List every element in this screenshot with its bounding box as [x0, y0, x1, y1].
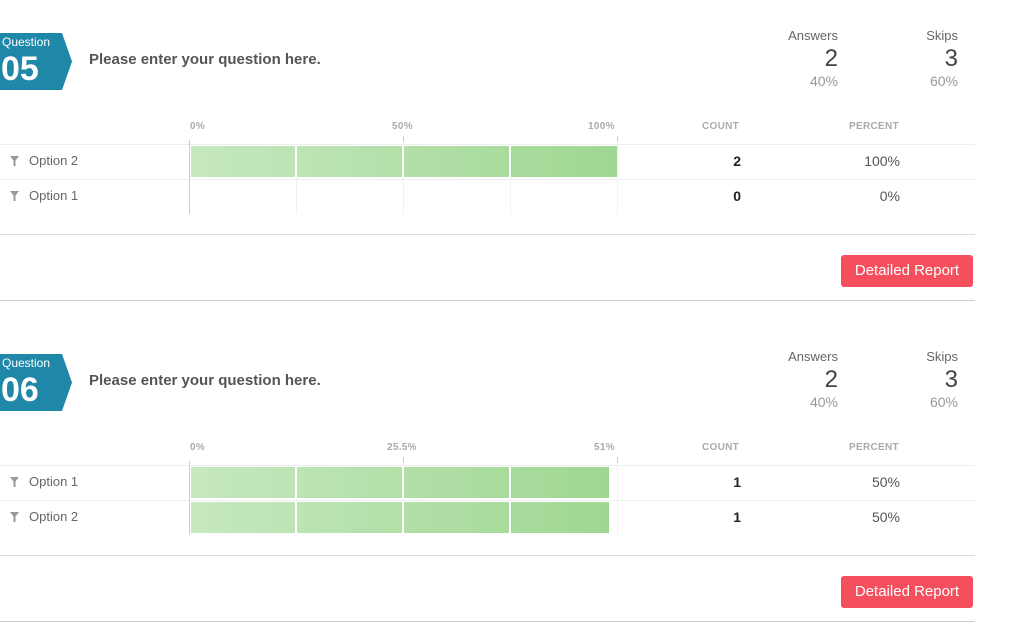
axis-tick — [403, 457, 404, 463]
filter-icon[interactable] — [10, 190, 19, 201]
option-count: 1 — [733, 509, 741, 525]
grid-line — [617, 144, 618, 214]
detailed-report-button[interactable]: Detailed Report — [841, 576, 973, 608]
question-card-05: Question 05 Please enter your question h… — [0, 0, 975, 321]
section-divider — [0, 234, 975, 235]
option-count: 1 — [733, 474, 741, 490]
question-badge-label: Question — [2, 35, 51, 49]
grid-line — [403, 465, 404, 535]
bar-chart — [189, 457, 619, 535]
option-label: Option 1 — [29, 188, 79, 203]
option-count: 0 — [733, 188, 741, 204]
skips-value: 3 — [944, 366, 958, 393]
question-text: Please enter your question here. — [89, 51, 321, 68]
grid-line — [296, 465, 297, 535]
percent-column-header: PERCENT — [849, 442, 899, 453]
question-number: 05 — [1, 50, 39, 88]
answers-label: Answers — [788, 349, 838, 364]
option-bar — [191, 502, 609, 533]
question-card-06: Question 06 Please enter your question h… — [0, 321, 975, 642]
axis-tick — [403, 136, 404, 142]
skips-percent: 60% — [929, 73, 958, 89]
option-label: Option 2 — [29, 153, 79, 168]
count-column-header: COUNT — [702, 442, 740, 453]
count-column-header: COUNT — [702, 121, 740, 132]
skips-percent: 60% — [929, 394, 958, 410]
axis-tick-label: 51% — [594, 442, 615, 453]
bar-segment-divider — [295, 502, 297, 533]
grid-line — [403, 144, 404, 214]
detailed-report-button[interactable]: Detailed Report — [841, 255, 973, 287]
axis-tick-label: 50% — [392, 121, 413, 132]
question-number-badge: Question 06 — [0, 354, 72, 411]
filter-icon[interactable] — [10, 476, 19, 487]
skips-stat: Skips 3 60% — [900, 349, 958, 410]
skips-label: Skips — [926, 349, 958, 364]
bar-segment-divider — [509, 502, 511, 533]
bar-segment-divider — [509, 146, 511, 177]
axis-line — [189, 140, 190, 214]
row-divider — [0, 179, 975, 180]
answers-stat: Answers 2 40% — [780, 28, 838, 89]
grid-line — [296, 144, 297, 214]
row-divider — [0, 144, 975, 145]
filter-icon[interactable] — [10, 155, 19, 166]
answers-value: 2 — [824, 366, 838, 393]
section-divider — [0, 621, 975, 622]
answers-percent: 40% — [809, 73, 838, 89]
answers-percent: 40% — [809, 394, 838, 410]
option-percent: 0% — [879, 188, 900, 204]
question-badge-label: Question — [2, 356, 51, 370]
percent-column-header: PERCENT — [849, 121, 899, 132]
row-divider — [0, 500, 975, 501]
option-row-label: Option 2 — [10, 153, 78, 168]
filter-icon[interactable] — [10, 511, 19, 522]
option-row-label: Option 2 — [10, 509, 78, 524]
bar-segment-divider — [295, 146, 297, 177]
axis-tick-label: 0% — [190, 121, 206, 132]
option-bar — [191, 146, 617, 177]
question-number-badge: Question 05 — [0, 33, 72, 90]
answers-label: Answers — [788, 28, 838, 43]
option-label: Option 1 — [29, 474, 79, 489]
answers-value: 2 — [824, 45, 838, 72]
skips-label: Skips — [926, 28, 958, 43]
option-row-label: Option 1 — [10, 188, 78, 203]
option-percent: 100% — [864, 153, 900, 169]
option-bar — [191, 467, 609, 498]
grid-line — [510, 144, 511, 214]
axis-tick — [617, 136, 618, 142]
row-divider — [0, 465, 975, 466]
option-row-label: Option 1 — [10, 474, 78, 489]
bar-segment-divider — [402, 146, 404, 177]
answers-stat: Answers 2 40% — [780, 349, 838, 410]
option-percent: 50% — [871, 509, 900, 525]
bar-chart — [189, 136, 619, 214]
option-label: Option 2 — [29, 509, 79, 524]
skips-stat: Skips 3 60% — [900, 28, 958, 89]
bar-segment-divider — [402, 502, 404, 533]
bar-segment-divider — [295, 467, 297, 498]
grid-line — [510, 465, 511, 535]
axis-tick-label: 0% — [190, 442, 206, 453]
question-text: Please enter your question here. — [89, 372, 321, 389]
skips-value: 3 — [944, 45, 958, 72]
option-count: 2 — [733, 153, 741, 169]
axis-tick-label: 25.5% — [387, 442, 417, 453]
axis-tick — [617, 457, 618, 463]
option-percent: 50% — [871, 474, 900, 490]
axis-line — [189, 461, 190, 535]
bar-segment-divider — [402, 467, 404, 498]
section-divider — [0, 300, 975, 301]
section-divider — [0, 555, 975, 556]
question-number: 06 — [1, 371, 39, 409]
axis-tick-label: 100% — [588, 121, 615, 132]
grid-line — [617, 465, 618, 535]
bar-segment-divider — [509, 467, 511, 498]
